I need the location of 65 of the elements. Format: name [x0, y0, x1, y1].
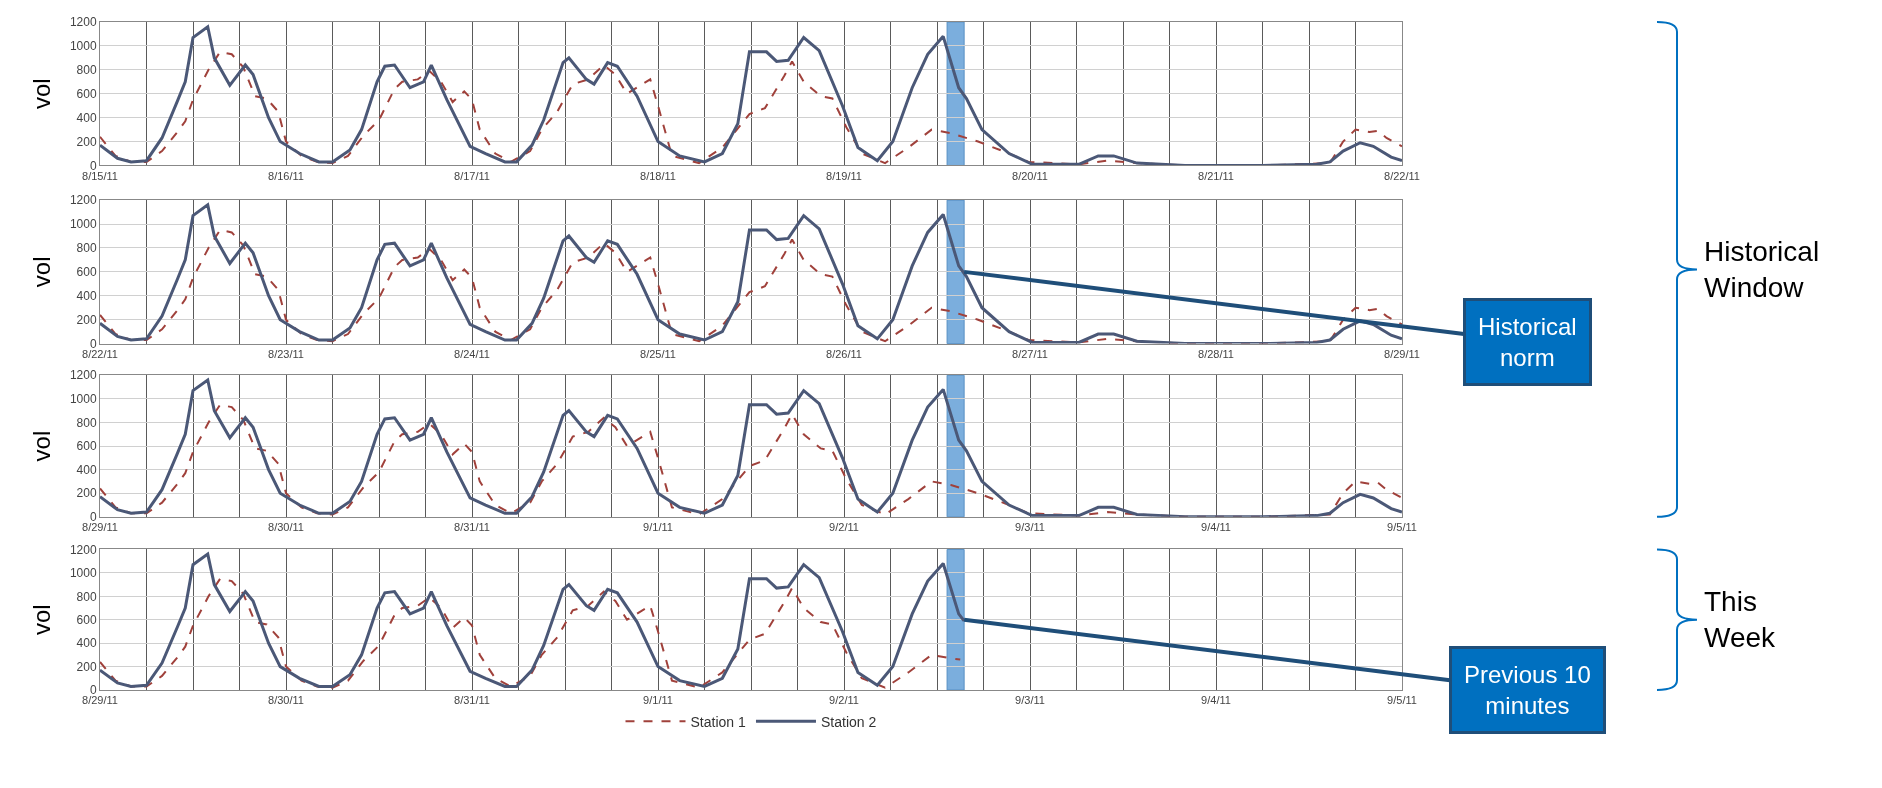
x-tick-label: 8/19/11	[826, 169, 862, 182]
x-tick-label: 9/2/11	[829, 694, 859, 707]
y-tick-label: 800	[76, 241, 97, 256]
y-axis-title: vol	[28, 256, 55, 288]
y-tick-label: 1000	[69, 392, 97, 407]
x-tick-label: 8/21/11	[1198, 169, 1234, 182]
y-tick-label: 0	[89, 510, 97, 524]
x-tick-label: 8/24/11	[454, 347, 490, 360]
y-tick-label: 800	[76, 63, 97, 77]
y-axis-title: vol	[28, 430, 55, 462]
band-label: Historical norm	[1478, 313, 1577, 372]
y-tick-label: 1200	[69, 542, 97, 557]
y-tick-label: 800	[76, 415, 97, 430]
y-tick-label: 400	[76, 462, 97, 477]
x-tick-label: 8/29/11	[82, 521, 118, 534]
y-tick-label: 600	[76, 265, 97, 280]
x-tick-label: 8/17/11	[454, 169, 490, 182]
y-tick-label: 400	[76, 636, 97, 651]
x-tick-label: 8/18/11	[640, 169, 676, 182]
x-tick-label: 9/1/11	[643, 694, 673, 707]
x-tick-label: 8/22/11	[1384, 169, 1420, 182]
y-tick-label: 400	[76, 110, 97, 125]
x-tick-label: 9/4/11	[1201, 694, 1231, 707]
y-tick-label: 600	[76, 86, 97, 101]
band-label: Previous 10 minutes	[1464, 661, 1591, 720]
y-tick-label: 600	[76, 439, 97, 454]
x-tick-label: 8/20/11	[1012, 169, 1048, 182]
y-tick-label: 1200	[69, 193, 97, 208]
y-tick-label: 600	[76, 612, 97, 627]
x-tick-label: 8/30/11	[268, 521, 304, 534]
x-tick-label: 9/5/11	[1387, 521, 1417, 534]
y-tick-label: 1000	[69, 566, 97, 581]
y-tick-label: 200	[76, 486, 97, 501]
legend-label: Station 2	[820, 713, 877, 730]
x-tick-label: 8/27/11	[1012, 347, 1048, 360]
y-tick-label: 1000	[69, 39, 97, 54]
x-tick-label: 9/1/11	[643, 521, 673, 534]
y-tick-label: 800	[76, 589, 97, 604]
x-tick-label: 8/29/11	[1384, 347, 1420, 360]
x-tick-label: 9/3/11	[1015, 694, 1045, 707]
y-tick-label: 1000	[69, 217, 97, 232]
x-tick-label: 8/31/11	[454, 521, 490, 534]
x-tick-label: 9/4/11	[1201, 521, 1231, 534]
x-tick-label: 8/26/11	[826, 347, 862, 360]
y-axis-title: vol	[28, 604, 55, 636]
y-tick-label: 1200	[69, 368, 97, 383]
y-tick-label: 200	[76, 659, 97, 674]
x-tick-label: 9/2/11	[829, 521, 859, 534]
x-tick-label: 8/31/11	[454, 694, 490, 707]
legend-label: Station 1	[690, 713, 746, 730]
x-tick-label: 9/3/11	[1015, 521, 1045, 534]
text: This Week	[1704, 586, 1777, 654]
y-tick-label: 1200	[69, 15, 97, 30]
x-tick-label: 8/16/11	[268, 169, 304, 182]
x-tick-label: 8/25/11	[640, 347, 676, 360]
y-tick-label: 200	[76, 312, 97, 327]
x-tick-label: 8/28/11	[1198, 347, 1234, 360]
y-axis-title: vol	[28, 78, 55, 110]
y-tick-label: 200	[76, 134, 97, 149]
x-tick-label: 8/29/11	[82, 694, 118, 707]
x-tick-label: 8/23/11	[268, 347, 304, 360]
y-tick-label: 400	[76, 288, 97, 303]
x-tick-label: 8/30/11	[268, 694, 304, 707]
x-tick-label: 9/5/11	[1387, 694, 1417, 707]
text: Historical Window	[1704, 236, 1820, 304]
